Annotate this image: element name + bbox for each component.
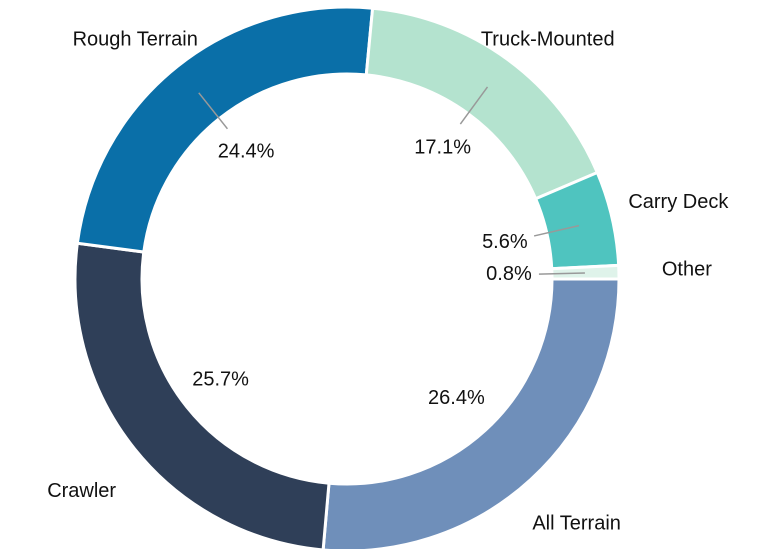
value-label: 25.7% [192,369,249,391]
category-label: Carry Deck [628,191,729,213]
leader-line [538,272,585,275]
leader-line [198,92,229,130]
leader-line [459,86,489,125]
category-label: Truck-Mounted [481,28,615,50]
value-label: 5.6% [482,231,528,253]
category-label: Rough Terrain [73,28,198,50]
category-label: Other [662,259,712,281]
value-label: 26.4% [428,387,485,409]
donut-slice [73,241,331,549]
donut-slice [550,263,621,281]
value-label: 24.4% [218,141,275,163]
value-label: 0.8% [486,263,532,285]
category-label: Crawler [47,480,116,502]
leader-line [533,224,580,237]
category-label: All Terrain [532,512,621,534]
value-label: 17.1% [414,137,471,159]
donut-slice [321,277,621,549]
